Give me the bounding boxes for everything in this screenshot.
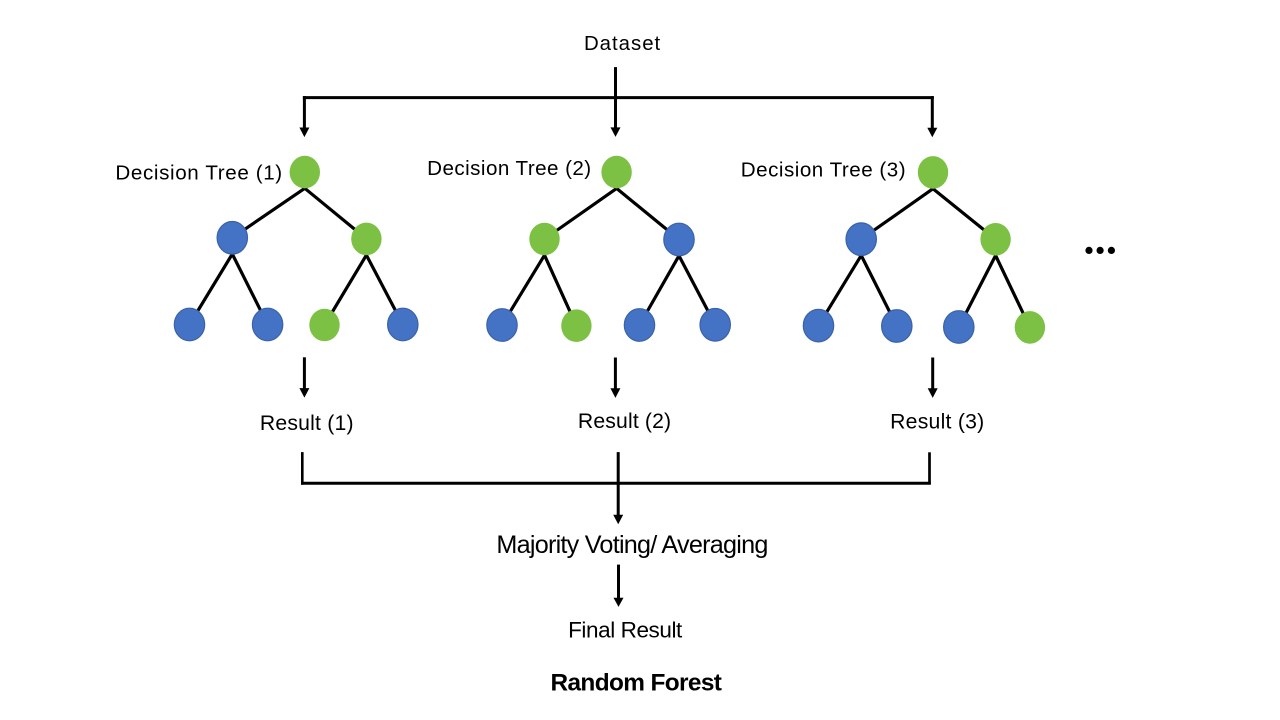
- svg-text:Dataset: Dataset: [584, 33, 661, 55]
- svg-text:Result (2): Result (2): [578, 410, 671, 433]
- svg-text:Decision Tree (3): Decision Tree (3): [741, 159, 906, 182]
- svg-text:Final Result: Final Result: [568, 618, 683, 643]
- svg-text:Decision Tree (1): Decision Tree (1): [115, 162, 282, 185]
- svg-text:Decision Tree (2): Decision Tree (2): [427, 157, 591, 180]
- svg-text:Result (1): Result (1): [260, 412, 354, 435]
- svg-text:Random Forest: Random Forest: [550, 669, 721, 696]
- svg-text:Result (3): Result (3): [890, 410, 984, 433]
- svg-text:Majority Voting/ Averaging: Majority Voting/ Averaging: [496, 531, 767, 559]
